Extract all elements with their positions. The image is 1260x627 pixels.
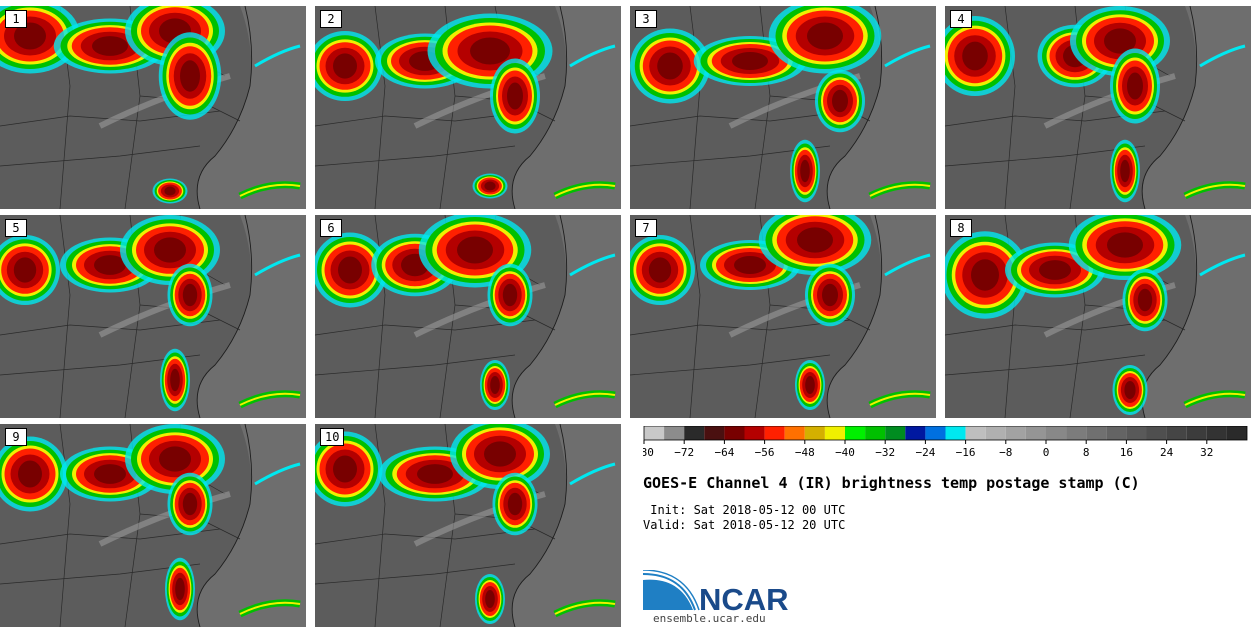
colorbar-bin xyxy=(985,426,1006,440)
colorbar-bin xyxy=(1126,426,1147,440)
colorbar-tick-label: −72 xyxy=(674,446,694,459)
panel-number: 10 xyxy=(320,428,345,446)
postage-stamp-panel: 10 xyxy=(315,424,621,627)
colorbar-bin xyxy=(905,426,926,440)
ir-satellite-map xyxy=(630,6,936,209)
colorbar-bin xyxy=(1146,426,1167,440)
colorbar-tick-label: −16 xyxy=(956,446,976,459)
colorbar-bin xyxy=(925,426,946,440)
ir-satellite-map xyxy=(0,424,306,627)
colorbar-bin xyxy=(1226,426,1247,440)
colorbar-bin xyxy=(1186,426,1207,440)
panel-number: 8 xyxy=(950,219,972,237)
colorbar-bin xyxy=(1086,426,1107,440)
ncar-logo: NCAR xyxy=(642,569,803,617)
panel-number: 6 xyxy=(320,219,342,237)
logo-url: ensemble.ucar.edu xyxy=(653,612,766,625)
colorbar-bin xyxy=(945,426,966,440)
colorbar-tick-label: −8 xyxy=(999,446,1012,459)
postage-stamp-panel: 6 xyxy=(315,215,621,418)
panel-number: 5 xyxy=(5,219,27,237)
ir-satellite-map xyxy=(0,215,306,418)
postage-stamp-panel: 4 xyxy=(945,6,1251,209)
colorbar-bin xyxy=(1166,426,1187,440)
colorbar-bin xyxy=(704,426,725,440)
colorbar-tick-label: −24 xyxy=(915,446,935,459)
ir-satellite-map xyxy=(315,215,621,418)
colorbar-bin xyxy=(644,426,665,440)
ir-satellite-map xyxy=(945,6,1251,209)
ir-satellite-map xyxy=(630,215,936,418)
colorbar-tick-label: 24 xyxy=(1160,446,1174,459)
colorbar-tick-label: −56 xyxy=(755,446,775,459)
colorbar-bin xyxy=(865,426,886,440)
chart-title: GOES-E Channel 4 (IR) brightness temp po… xyxy=(643,474,1140,492)
colorbar-bin xyxy=(885,426,906,440)
panel-number: 2 xyxy=(320,10,342,28)
panel-number: 7 xyxy=(635,219,657,237)
postage-stamp-panel: 9 xyxy=(0,424,306,627)
colorbar-tick-label: −32 xyxy=(875,446,895,459)
colorbar-bin xyxy=(1206,426,1227,440)
colorbar-bin xyxy=(744,426,765,440)
valid-time: Valid: Sat 2018-05-12 20 UTC xyxy=(643,518,846,532)
colorbar-bin xyxy=(965,426,986,440)
postage-stamp-panel: 3 xyxy=(630,6,936,209)
init-time: Init: Sat 2018-05-12 00 UTC xyxy=(643,503,846,517)
colorbar-tick-label: −40 xyxy=(835,446,855,459)
colorbar-bin xyxy=(1106,426,1127,440)
colorbar-bin xyxy=(684,426,705,440)
colorbar-bin xyxy=(784,426,805,440)
postage-stamp-panel: 5 xyxy=(0,215,306,418)
panel-number: 1 xyxy=(5,10,27,28)
colorbar-tick-label: 0 xyxy=(1043,446,1050,459)
panel-number: 3 xyxy=(635,10,657,28)
colorbar-bin xyxy=(1066,426,1087,440)
colorbar-bin xyxy=(1025,426,1046,440)
postage-stamp-panel: 7 xyxy=(630,215,936,418)
colorbar-bin xyxy=(824,426,845,440)
colorbar-bin xyxy=(845,426,866,440)
colorbar-tick-label: 32 xyxy=(1200,446,1213,459)
panel-number: 9 xyxy=(5,428,27,446)
logo-wordmark: NCAR xyxy=(699,582,789,615)
colorbar-tick-label: −64 xyxy=(714,446,734,459)
colorbar-bin xyxy=(804,426,825,440)
ir-satellite-map xyxy=(315,6,621,209)
colorbar-bin xyxy=(724,426,745,440)
panel-number: 4 xyxy=(950,10,972,28)
ir-satellite-map xyxy=(315,424,621,627)
colorbar-frame xyxy=(643,425,1248,441)
colorbar-bin xyxy=(664,426,685,440)
colorbar-bin xyxy=(764,426,785,440)
colorbar-tick-label: 16 xyxy=(1120,446,1133,459)
postage-stamp-panel: 8 xyxy=(945,215,1251,418)
colorbar-tick-label: 8 xyxy=(1083,446,1090,459)
colorbar-bin xyxy=(1046,426,1067,440)
colorbar-bin xyxy=(1005,426,1026,440)
colorbar-tick-label: −80 xyxy=(643,446,654,459)
ir-satellite-map xyxy=(945,215,1251,418)
ncar-logo-icon: NCAR xyxy=(642,569,789,617)
colorbar-tick-label: −48 xyxy=(795,446,815,459)
postage-stamp-panel: 1 xyxy=(0,6,306,209)
postage-stamp-panel: 2 xyxy=(315,6,621,209)
ir-satellite-map xyxy=(0,6,306,209)
